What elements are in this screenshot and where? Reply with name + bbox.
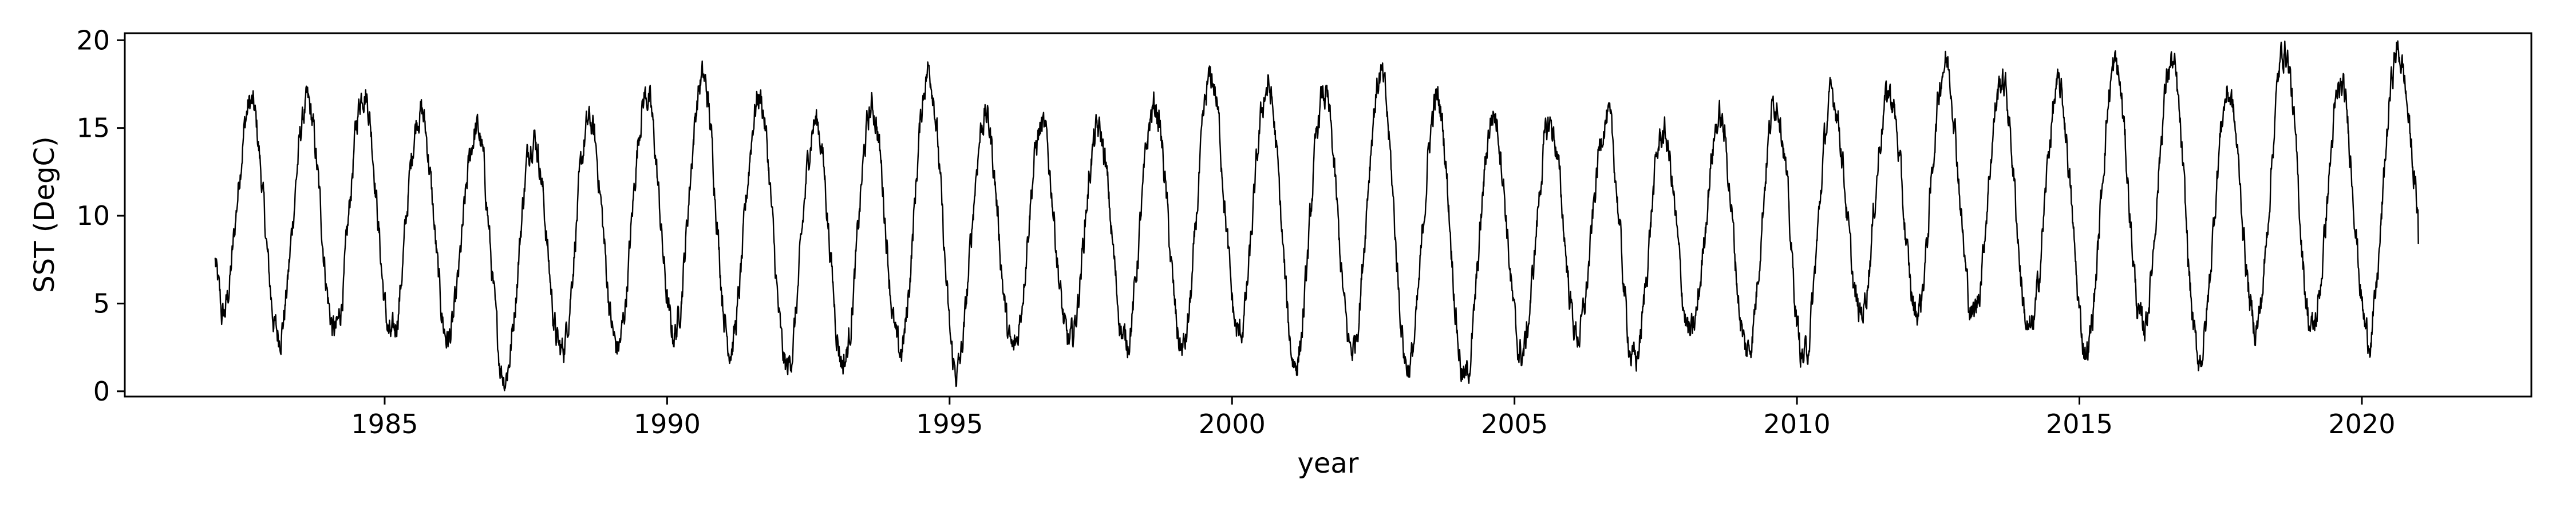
sst-series-line (214, 40, 2419, 391)
y-tick-label: 20 (76, 25, 110, 56)
x-tick-label: 1990 (634, 409, 701, 439)
y-tick-label: 0 (93, 376, 110, 407)
y-axis: 0 5 10 15 20 (76, 25, 125, 407)
x-axis: 1985 1990 1995 2000 2005 2010 2015 2020 (351, 397, 2395, 439)
x-tick-label: 1995 (916, 409, 983, 439)
x-tick-label: 2015 (2046, 409, 2113, 439)
series-layer (214, 40, 2419, 391)
y-tick-label: 15 (76, 113, 110, 144)
y-axis-title: SST (DegC) (29, 136, 61, 292)
x-tick-label: 2005 (1481, 409, 1548, 439)
x-tick-label: 2010 (1764, 409, 1831, 439)
x-tick-label: 1985 (351, 409, 418, 439)
x-tick-label: 2020 (2328, 409, 2395, 439)
plot-area-frame (124, 32, 2532, 398)
y-tick-label: 10 (76, 200, 110, 231)
y-tick-label: 5 (93, 288, 110, 319)
x-axis-title: year (1297, 447, 1358, 480)
x-tick-label: 2000 (1199, 409, 1266, 439)
